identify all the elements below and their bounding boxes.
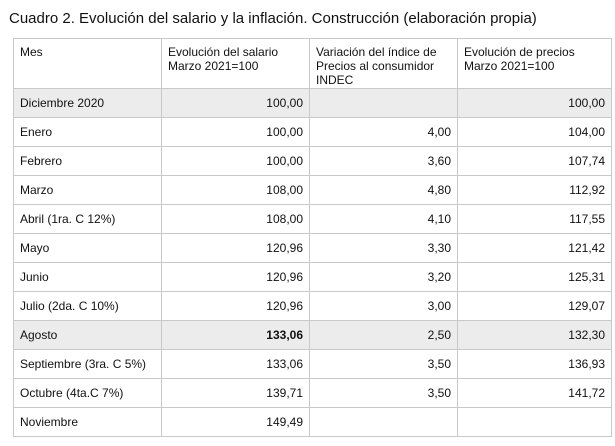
header-salario: Evolución del salario Marzo 2021=100 bbox=[161, 38, 310, 89]
table-row: Octubre (4ta.C 7%) 139,71 3,50 141,72 bbox=[13, 378, 612, 408]
salary-inflation-table: Mes Evolución del salario Marzo 2021=100… bbox=[13, 38, 612, 437]
header-precios: Evolución de precios Marzo 2021=100 bbox=[457, 38, 612, 89]
cell-salario: 139,71 bbox=[161, 378, 310, 408]
cell-ipc: 2,50 bbox=[309, 320, 458, 350]
cell-mes: Noviembre bbox=[13, 407, 162, 437]
cell-salario: 100,00 bbox=[161, 88, 310, 118]
header-row: Mes Evolución del salario Marzo 2021=100… bbox=[13, 38, 612, 89]
cell-salario: 100,00 bbox=[161, 117, 310, 147]
cell-precios: 104,00 bbox=[457, 117, 612, 147]
cell-mes: Febrero bbox=[13, 146, 162, 176]
cell-salario: 108,00 bbox=[161, 175, 310, 205]
table-row: Marzo 108,00 4,80 112,92 bbox=[13, 175, 612, 205]
header-mes: Mes bbox=[13, 38, 162, 89]
cell-mes: Enero bbox=[13, 117, 162, 147]
cell-salario: 149,49 bbox=[161, 407, 310, 437]
cell-precios: 107,74 bbox=[457, 146, 612, 176]
cell-mes: Agosto bbox=[13, 320, 162, 350]
table-row: Febrero 100,00 3,60 107,74 bbox=[13, 146, 612, 176]
cell-mes: Julio (2da. C 10%) bbox=[13, 291, 162, 321]
cell-salario: 120,96 bbox=[161, 291, 310, 321]
cell-salario: 100,00 bbox=[161, 146, 310, 176]
cell-mes: Septiembre (3ra. C 5%) bbox=[13, 349, 162, 379]
cell-mes: Mayo bbox=[13, 233, 162, 263]
cell-ipc: 4,80 bbox=[309, 175, 458, 205]
table-row: Noviembre 149,49 bbox=[13, 407, 612, 437]
cell-precios: 132,30 bbox=[457, 320, 612, 350]
cell-ipc: 3,20 bbox=[309, 262, 458, 292]
cell-ipc: 3,60 bbox=[309, 146, 458, 176]
cell-ipc: 4,00 bbox=[309, 117, 458, 147]
cell-mes: Diciembre 2020 bbox=[13, 88, 162, 118]
cell-precios: 129,07 bbox=[457, 291, 612, 321]
cell-precios: 121,42 bbox=[457, 233, 612, 263]
cell-mes: Octubre (4ta.C 7%) bbox=[13, 378, 162, 408]
cell-precios bbox=[457, 407, 612, 437]
cell-precios: 125,31 bbox=[457, 262, 612, 292]
table-row: Diciembre 2020 100,00 100,00 bbox=[13, 88, 612, 118]
cell-precios: 136,93 bbox=[457, 349, 612, 379]
table-row: Mayo 120,96 3,30 121,42 bbox=[13, 233, 612, 263]
cell-salario: 133,06 bbox=[161, 320, 310, 350]
header-ipc: Variación del índice de Precios al consu… bbox=[309, 38, 458, 89]
cell-mes: Junio bbox=[13, 262, 162, 292]
table-row: Julio (2da. C 10%) 120,96 3,00 129,07 bbox=[13, 291, 612, 321]
table-row: Septiembre (3ra. C 5%) 133,06 3,50 136,9… bbox=[13, 349, 612, 379]
table-row: Enero 100,00 4,00 104,00 bbox=[13, 117, 612, 147]
cell-ipc: 3,50 bbox=[309, 349, 458, 379]
cell-ipc bbox=[309, 407, 458, 437]
cell-mes: Marzo bbox=[13, 175, 162, 205]
table-row: Junio 120,96 3,20 125,31 bbox=[13, 262, 612, 292]
cell-precios: 117,55 bbox=[457, 204, 612, 234]
cell-salario: 120,96 bbox=[161, 262, 310, 292]
cell-ipc: 3,30 bbox=[309, 233, 458, 263]
cell-ipc: 4,10 bbox=[309, 204, 458, 234]
cell-precios: 112,92 bbox=[457, 175, 612, 205]
cell-ipc bbox=[309, 88, 458, 118]
cell-salario: 133,06 bbox=[161, 349, 310, 379]
cell-salario: 120,96 bbox=[161, 233, 310, 263]
cell-precios: 141,72 bbox=[457, 378, 612, 408]
table-row: Abril (1ra. C 12%) 108,00 4,10 117,55 bbox=[13, 204, 612, 234]
cell-ipc: 3,50 bbox=[309, 378, 458, 408]
cell-ipc: 3,00 bbox=[309, 291, 458, 321]
table-row: Agosto 133,06 2,50 132,30 bbox=[13, 320, 612, 350]
cell-salario: 108,00 bbox=[161, 204, 310, 234]
cell-precios: 100,00 bbox=[457, 88, 612, 118]
table-caption: Cuadro 2. Evolución del salario y la inf… bbox=[9, 10, 537, 27]
cell-mes: Abril (1ra. C 12%) bbox=[13, 204, 162, 234]
